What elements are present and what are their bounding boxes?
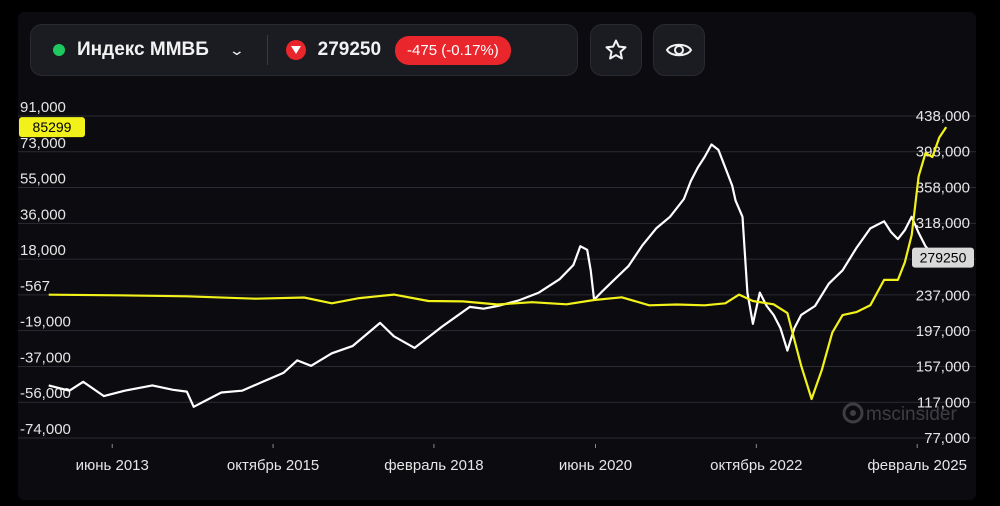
ticker-name[interactable]: Индекс ММВБ: [77, 39, 209, 60]
x-axis-tick-label: февраль 2018: [384, 457, 483, 474]
left-axis-tick-label: 73,000: [20, 135, 66, 152]
right-axis-tick-label: 318,000: [916, 215, 970, 232]
left-last-value-label: 85299: [33, 119, 72, 135]
watermark-text: mscinsider: [866, 404, 957, 425]
right-axis-tick-label: 77,000: [924, 430, 970, 447]
x-axis-tick-label: октябрь 2015: [227, 457, 319, 474]
series-line-0: [48, 143, 947, 408]
chart-panel: [18, 12, 976, 500]
left-axis-tick-label: 36,000: [20, 206, 66, 223]
right-axis-tick-label: 157,000: [916, 359, 970, 376]
left-axis-tick-label: -74,000: [20, 421, 71, 438]
right-axis-tick-label: 358,000: [916, 179, 970, 196]
favorite-button[interactable]: [590, 24, 642, 76]
left-axis-tick-label: 91,000: [20, 99, 66, 116]
right-axis-tick-label: 197,000: [916, 323, 970, 340]
right-last-value-label: 279250: [920, 250, 967, 266]
left-axis-tick-label: 18,000: [20, 242, 66, 259]
x-axis-tick-label: июнь 2013: [76, 457, 149, 474]
star-icon: [605, 39, 627, 60]
right-last-value-tag: [912, 247, 974, 268]
series-line-1: [48, 126, 948, 401]
left-last-value-tag: [19, 117, 85, 138]
chevron-down-icon[interactable]: ⌄: [228, 41, 245, 58]
divider: [266, 35, 268, 65]
left-axis-tick-label: -37,000: [20, 349, 71, 366]
eye-icon: [665, 43, 693, 57]
right-axis-tick-label: 438,000: [916, 108, 970, 125]
current-price: 279250: [317, 39, 382, 60]
price-down-icon: [285, 40, 306, 60]
x-axis-tick-label: февраль 2025: [867, 457, 966, 474]
x-axis-tick-label: июнь 2020: [559, 457, 632, 474]
market-status-dot: [53, 44, 65, 56]
right-axis-tick-label: 237,000: [916, 287, 970, 304]
left-axis-tick-label: -567: [20, 278, 50, 295]
watch-button[interactable]: [653, 24, 705, 76]
left-axis-tick-label: -19,000: [20, 314, 71, 331]
left-axis-tick-label: 55,000: [20, 171, 66, 188]
ticker-toolbar: Индекс ММВБ ⌄ 279250 -475 (-0.17%): [30, 24, 578, 76]
x-axis-tick-label: октябрь 2022: [710, 457, 802, 474]
price-change-badge: -475 (-0.17%): [395, 35, 511, 65]
left-axis-tick-label: -56,000: [20, 385, 71, 402]
right-axis-tick-label: 117,000: [917, 394, 970, 411]
mscinsider-watermark: mscinsider: [842, 402, 957, 425]
